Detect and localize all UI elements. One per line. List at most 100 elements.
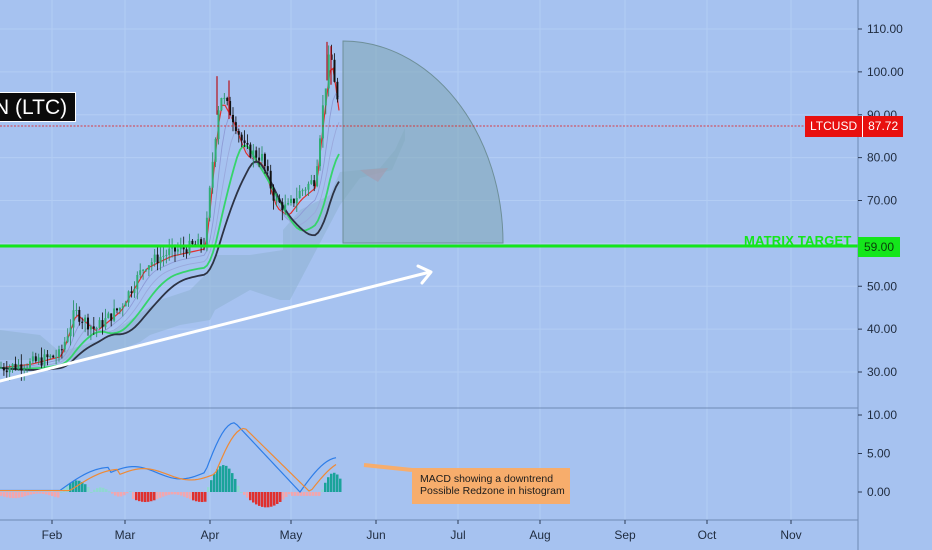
macd-bar	[186, 492, 189, 498]
candle-body	[304, 189, 307, 191]
macd-note: MACD showing a downtrend Possible Redzon…	[412, 468, 570, 504]
candle-body	[324, 88, 327, 106]
macd-bar	[246, 492, 249, 498]
candle-body	[40, 357, 43, 366]
macd-bar	[252, 492, 255, 503]
macd-bar	[219, 466, 222, 492]
macd-bar	[105, 489, 108, 492]
candle-body	[333, 59, 336, 82]
macd-bar	[156, 492, 159, 500]
macd-histogram	[0, 465, 342, 508]
macd-bar	[27, 492, 30, 496]
macd-bar	[96, 488, 99, 492]
macd-bar	[216, 469, 219, 492]
x-axis: Feb Mar Apr May Jun Jul Aug Sep Oct Nov	[42, 520, 802, 542]
y-axis-price: 110.00100.0090.0080.0070.0060.0050.0040.…	[858, 22, 904, 379]
macd-bar	[315, 492, 318, 496]
macd-bar	[255, 492, 258, 505]
candle-body	[150, 262, 153, 266]
candle-body	[153, 254, 156, 263]
note-connector	[363, 463, 413, 472]
macd-bar	[60, 492, 63, 493]
y-tick-label-6: 50.00	[867, 279, 897, 293]
macd-bar	[294, 492, 297, 496]
macd-bar	[273, 492, 276, 506]
candle-body	[72, 310, 75, 328]
macd-bar	[9, 492, 12, 498]
macd-bar	[210, 480, 213, 492]
macd-bar	[147, 492, 150, 502]
candle-body	[0, 367, 2, 369]
candle-body	[52, 355, 55, 358]
x-tick-label-7: Sep	[614, 528, 636, 542]
candle-body	[75, 309, 78, 311]
candle-body	[2, 367, 5, 371]
candle-body	[66, 336, 69, 342]
candle-body	[69, 327, 72, 337]
macd-bar	[123, 492, 126, 496]
macd-bar	[117, 492, 120, 497]
candle-body	[174, 245, 176, 252]
candle-body	[162, 255, 165, 257]
candle-body	[298, 190, 301, 199]
macd-bar	[0, 492, 3, 496]
candle-body	[23, 369, 26, 371]
macd-bar	[171, 492, 174, 495]
macd-bar	[207, 487, 210, 492]
macd-bar	[318, 492, 321, 496]
x-tick-label-9: Nov	[780, 528, 801, 542]
macd-bar	[15, 492, 18, 499]
candle-body	[214, 139, 217, 162]
macd-bar	[30, 492, 33, 495]
candle-body	[200, 239, 203, 246]
macd-bar	[84, 484, 87, 492]
candle-body	[229, 101, 232, 115]
macd-bar	[333, 472, 336, 492]
candle-body	[29, 361, 31, 368]
chart-title-text: (LTC)	[15, 96, 68, 119]
last-price-value: 87.72	[868, 119, 899, 133]
macd-bar	[129, 491, 132, 493]
trend-arrow	[0, 264, 433, 383]
macd-bar	[330, 473, 333, 492]
macd-bar	[225, 465, 228, 492]
candle-body	[269, 170, 272, 189]
macd-bar	[72, 481, 75, 492]
symbol-label: LTCUSD	[805, 116, 864, 137]
candle-body	[55, 357, 58, 359]
candlestick-series	[0, 41, 339, 381]
x-tick-label-2: Apr	[201, 528, 220, 542]
macd-bar	[198, 492, 201, 502]
macd-bar	[183, 492, 186, 497]
macd-bar	[261, 492, 264, 507]
y-tick-label-0: 110.00	[867, 22, 903, 36]
macd-bar	[138, 492, 141, 502]
macd-bar	[120, 492, 123, 497]
macd-bar	[336, 474, 339, 492]
macd-bar	[165, 492, 168, 496]
candle-body	[287, 202, 290, 205]
candle-body	[240, 134, 243, 141]
candle-body	[31, 356, 34, 362]
macd-bar	[222, 465, 225, 492]
macd-bar	[150, 492, 153, 502]
candle-body	[63, 341, 66, 350]
macd-bar	[33, 492, 36, 494]
macd-bar	[174, 492, 177, 495]
candle-body	[232, 114, 234, 123]
candle-body	[226, 97, 229, 102]
y-tick-label-3: 80.00	[867, 151, 897, 165]
candle-body	[49, 355, 52, 358]
macd-bar	[135, 492, 138, 501]
candle-body	[37, 357, 40, 362]
candle-body	[319, 138, 321, 167]
candle-body	[205, 217, 208, 248]
macd-bar	[231, 473, 234, 492]
macd-bar	[192, 492, 195, 501]
macd-bar	[12, 492, 15, 499]
candle-body	[185, 249, 188, 254]
candle-body	[237, 131, 240, 135]
candle-body	[95, 328, 98, 330]
macd-bar	[45, 492, 48, 495]
